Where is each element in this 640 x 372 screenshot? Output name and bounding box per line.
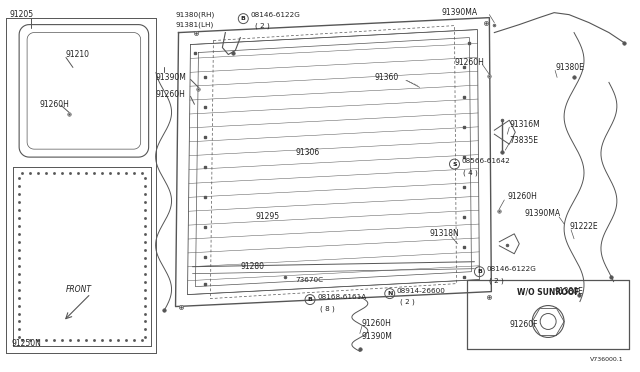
Text: 91380E: 91380E <box>554 287 583 296</box>
Text: 08168-6161A: 08168-6161A <box>317 294 366 299</box>
Text: ( 4 ): ( 4 ) <box>463 170 478 176</box>
Text: 91260F: 91260F <box>509 320 538 329</box>
Text: 91318N: 91318N <box>429 229 460 238</box>
Text: FRONT: FRONT <box>66 285 92 294</box>
Text: 08566-61642: 08566-61642 <box>461 158 510 164</box>
Text: 91260H: 91260H <box>156 90 186 99</box>
Text: 73670C: 73670C <box>295 277 323 283</box>
Text: 91222E: 91222E <box>569 222 598 231</box>
Text: B: B <box>477 269 482 274</box>
Text: ( 2 ): ( 2 ) <box>490 278 504 284</box>
Text: 91260H: 91260H <box>39 100 69 109</box>
Text: S: S <box>452 161 457 167</box>
Text: 91380(RH): 91380(RH) <box>175 12 215 18</box>
Text: 91210: 91210 <box>66 50 90 59</box>
Text: 91390M: 91390M <box>156 73 186 82</box>
Text: 91295: 91295 <box>255 212 280 221</box>
Text: N: N <box>387 291 392 296</box>
Text: 91381(LH): 91381(LH) <box>175 21 214 28</box>
Text: 91205: 91205 <box>9 10 33 19</box>
Text: 91380E: 91380E <box>555 63 584 72</box>
Text: 91250N: 91250N <box>11 339 41 348</box>
Text: B: B <box>241 16 246 21</box>
Text: ( 2 ): ( 2 ) <box>400 298 415 305</box>
Text: 91390MA: 91390MA <box>442 8 477 17</box>
Text: B: B <box>308 297 312 302</box>
Text: 91390MA: 91390MA <box>524 209 561 218</box>
Text: 73835E: 73835E <box>509 136 538 145</box>
Text: V736000.1: V736000.1 <box>590 357 624 362</box>
Text: 91306: 91306 <box>295 148 319 157</box>
Text: 91280: 91280 <box>240 262 264 271</box>
Text: ( 2 ): ( 2 ) <box>255 22 270 29</box>
Text: 91260H: 91260H <box>508 192 537 202</box>
Text: 91260H: 91260H <box>454 58 484 67</box>
Text: 91316M: 91316M <box>509 120 540 129</box>
Text: 08914-26600: 08914-26600 <box>397 288 445 294</box>
Text: ( 8 ): ( 8 ) <box>320 305 335 312</box>
Text: 91360: 91360 <box>375 73 399 82</box>
Text: 91390M: 91390M <box>362 332 393 341</box>
Text: 08146-6122G: 08146-6122G <box>486 266 536 272</box>
Text: W/O SUNROOF: W/O SUNROOF <box>517 287 579 296</box>
Text: 08146-6122G: 08146-6122G <box>250 12 300 17</box>
Text: 91260H: 91260H <box>362 319 392 328</box>
